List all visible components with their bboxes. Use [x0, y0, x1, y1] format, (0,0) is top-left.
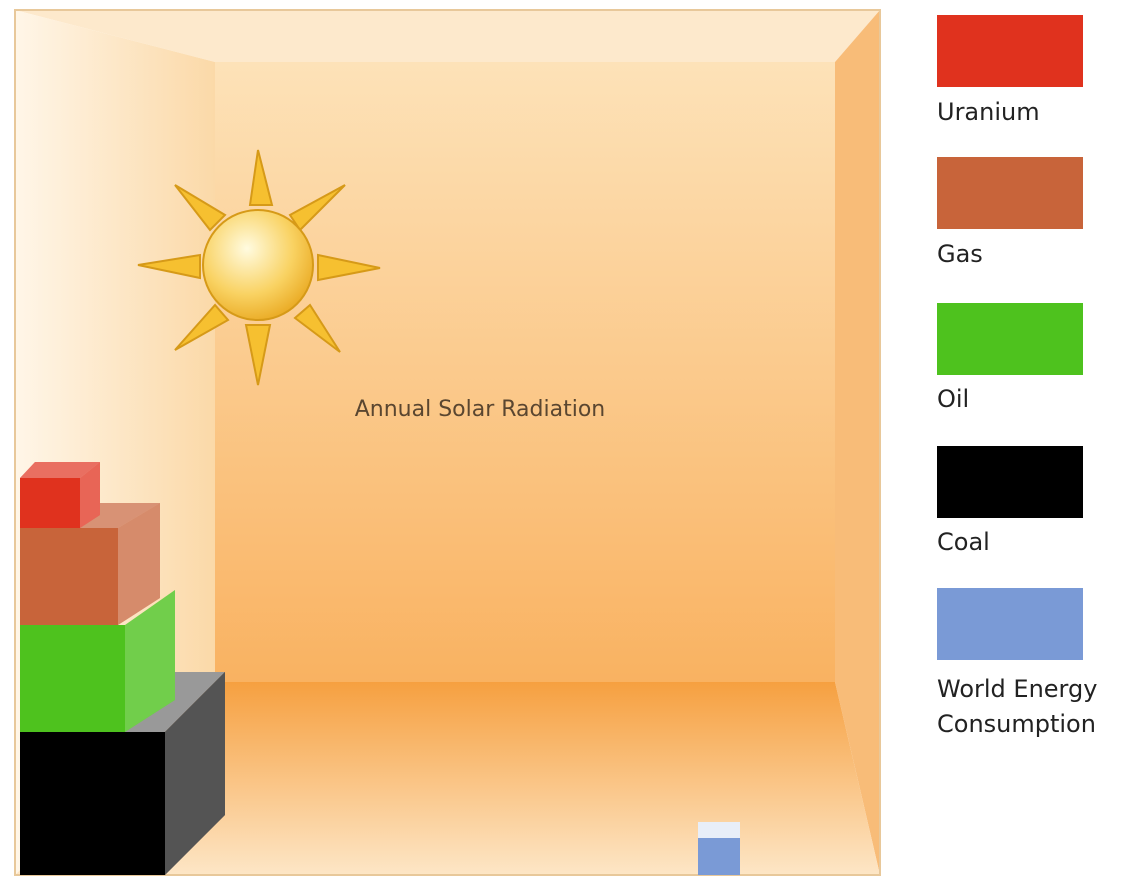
legend-label: Coal: [937, 528, 990, 556]
cube-side-shade: [165, 672, 225, 875]
legend-swatch: [937, 15, 1083, 87]
coal-cube: [20, 732, 165, 875]
diagram-title: Annual Solar Radiation: [355, 397, 606, 422]
legend-swatch: [937, 303, 1083, 375]
cube-side: [118, 503, 160, 625]
cube-side: [80, 462, 100, 528]
cube-side: [165, 672, 225, 875]
legend-label: Uranium: [937, 98, 1040, 126]
legend-swatch: [937, 446, 1083, 518]
cube-side: [125, 590, 175, 732]
diagram: Annual Solar Radiation: [14, 9, 881, 876]
sun: [137, 149, 381, 386]
floor: [15, 682, 880, 875]
legend-swatch: [937, 157, 1083, 229]
cube-top: [20, 462, 100, 478]
cube-side-shade: [125, 590, 175, 732]
cube-top: [698, 822, 740, 840]
right-wall: [835, 10, 880, 875]
legend-label: World Energy Consumption: [937, 675, 1098, 738]
legend-label: Gas: [937, 240, 983, 268]
gas-cube: [20, 528, 118, 625]
legend-label: Oil: [937, 385, 970, 413]
energy-cubes: [20, 462, 740, 875]
oil-cube: [20, 625, 125, 732]
cube-side-shade: [80, 462, 100, 528]
uranium-cube: [20, 478, 80, 528]
consumption-cube: [698, 838, 740, 875]
room-frame: [14, 9, 881, 876]
cube-top-shade: [20, 462, 100, 478]
legend-swatch: [937, 588, 1083, 660]
back-wall: [215, 62, 835, 682]
ceiling: [15, 10, 880, 62]
cube-side-shade: [118, 503, 160, 625]
